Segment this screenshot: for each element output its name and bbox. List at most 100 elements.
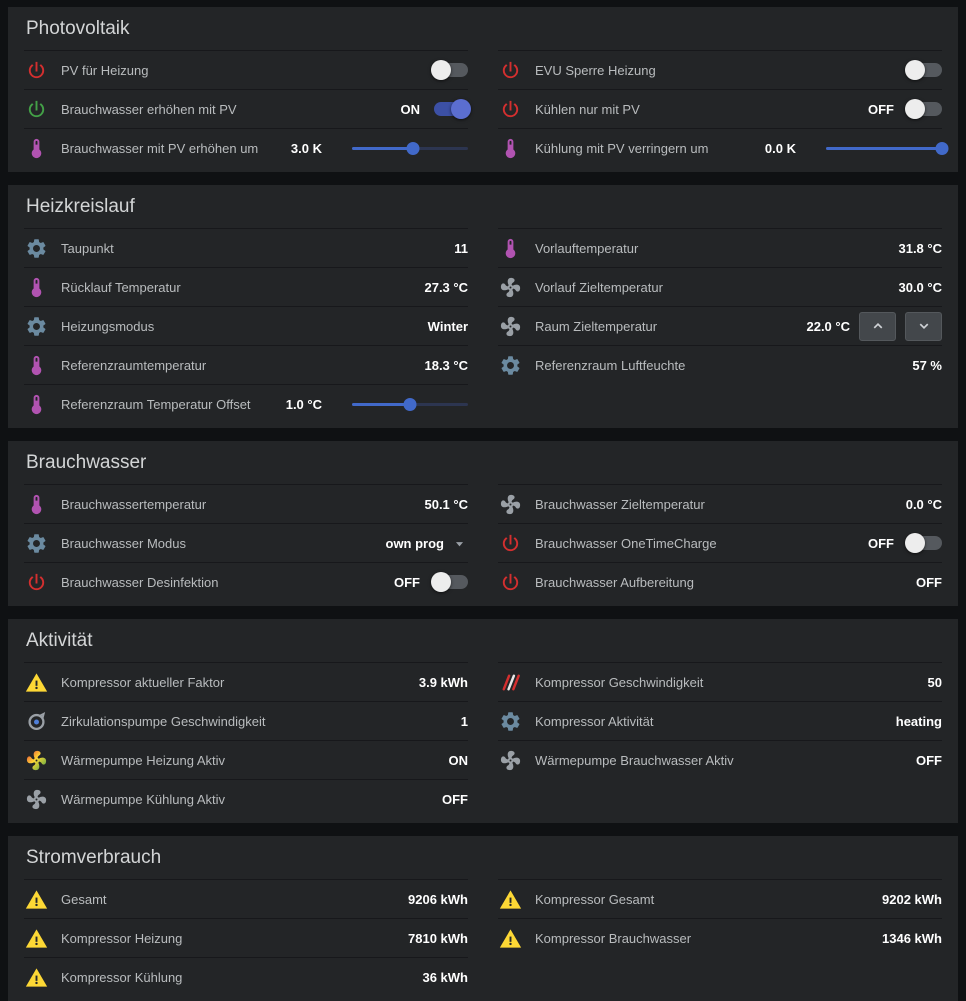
column: Kompressor Geschwindigkeit 50 Kompressor A… [498, 662, 942, 779]
row-value: 31.8 °C [898, 240, 942, 256]
toggle-switch[interactable] [431, 60, 468, 80]
row: Kompressor Geschwindigkeit 50 [498, 662, 942, 701]
row-label: Wärmepumpe Kühlung Aktiv [61, 791, 226, 807]
row: Kompressor Heizung 7810 kWh [24, 918, 468, 957]
row-value: own prog [385, 535, 445, 551]
slider-fill [352, 147, 414, 150]
power-icon [498, 570, 522, 594]
row: Vorlauf Zieltemperatur 30.0 °C [498, 267, 942, 306]
toggle-switch[interactable] [905, 99, 942, 119]
row-value: heating [895, 713, 942, 729]
row-label: Zirkulationspumpe Geschwindigkeit [61, 713, 266, 729]
section-grid: Kompressor aktueller Faktor 3.9 kWh Zirkul… [24, 662, 942, 820]
row: Kompressor aktueller Faktor 3.9 kWh [24, 662, 468, 701]
row: Kompressor Brauchwasser 1346 kWh [498, 918, 942, 957]
row-label: Kompressor Aktivität [535, 713, 654, 729]
slider-thumb[interactable] [935, 142, 949, 155]
row-label: Kühlung mit PV verringern um [535, 140, 709, 156]
warning-icon [24, 926, 48, 950]
slider[interactable] [826, 140, 949, 156]
row-label: Gesamt [61, 891, 107, 907]
row: Kühlung mit PV verringern um 0.0 K [498, 128, 949, 167]
slider-thumb[interactable] [406, 142, 420, 155]
power-icon [498, 58, 522, 82]
slider-fill [352, 403, 410, 406]
row: Brauchwasser Aufbereitung OFF [498, 562, 942, 601]
thermometer-icon [24, 492, 48, 516]
row-value: 1346 kWh [882, 930, 942, 946]
row-value: 9206 kWh [408, 891, 468, 907]
section-title: Brauchwasser [26, 452, 147, 473]
row-label: Heizungsmodus [61, 318, 155, 334]
row: Kompressor Gesamt 9202 kWh [498, 879, 942, 918]
row-label: Kompressor Brauchwasser [535, 930, 692, 946]
slider[interactable] [352, 140, 468, 156]
row: Raum Zieltemperatur 22.0 °C [498, 306, 942, 345]
section-title: Stromverbrauch [26, 847, 162, 868]
slider[interactable] [352, 396, 468, 412]
warning-icon [498, 887, 522, 911]
row: Brauchwasser Modus own prog [24, 523, 468, 562]
column: Vorlauftemperatur 31.8 °C Vorlauf Zieltemp… [498, 228, 942, 384]
toggle-switch[interactable] [905, 533, 942, 553]
row-label: Taupunkt [61, 240, 114, 256]
toggle-switch[interactable] [434, 99, 471, 119]
row: PV für Heizung [24, 50, 468, 89]
row-value: ON [448, 752, 469, 768]
row-value: 36 kWh [422, 969, 468, 985]
row-label: Kompressor aktueller Faktor [61, 674, 225, 690]
toggle-switch[interactable] [431, 572, 468, 592]
dropdown-button[interactable] [451, 535, 468, 552]
row-value: 0.0 °C [905, 496, 942, 512]
toggle-switch[interactable] [905, 60, 942, 80]
fan-icon [498, 314, 522, 338]
row: Brauchwasser OneTimeCharge OFF [498, 523, 942, 562]
row-value: OFF [394, 574, 420, 590]
increase-button[interactable] [859, 311, 896, 341]
section-title: Photovoltaik [26, 18, 130, 39]
warning-icon [24, 887, 48, 911]
row-label: Wärmepumpe Brauchwasser Aktiv [535, 752, 734, 768]
row-label: Referenzraum Luftfeuchte [535, 357, 686, 373]
column: Kompressor Gesamt 9202 kWh Kompressor Brau… [498, 879, 942, 957]
heat-pump-dashboard: { "colors": { "page_bg": "#0f1113", "car… [8, 7, 958, 1001]
gear-icon [498, 353, 522, 377]
toggle-knob [905, 533, 925, 553]
row-label: Vorlauf Zieltemperatur [535, 279, 663, 295]
row-value: 22.0 °C [806, 318, 850, 334]
row-label: Brauchwasser erhöhen mit PV [61, 101, 237, 117]
row-value: 1.0 °C [285, 396, 322, 412]
row-value: 9202 kWh [882, 891, 942, 907]
gear-icon [24, 236, 48, 260]
column: Gesamt 9206 kWh Kompressor Heizung 7810 kWh… [24, 879, 468, 996]
section-grid: PV für Heizung Brauchwasser erhöhen mit P… [24, 50, 949, 169]
row: Kompressor Aktivität heating [498, 701, 942, 740]
column: PV für Heizung Brauchwasser erhöhen mit P… [24, 50, 471, 167]
row-value: ON [400, 101, 421, 117]
pump-icon [24, 709, 48, 733]
row-value: 0.0 K [764, 140, 796, 156]
gear-icon [24, 531, 48, 555]
gear-icon [498, 709, 522, 733]
decrease-button[interactable] [905, 311, 942, 341]
row-value: 30.0 °C [898, 279, 942, 295]
row-label: Kompressor Kühlung [61, 969, 183, 985]
row-value: 50 [927, 674, 942, 690]
toggle-knob [905, 60, 925, 80]
fan-color-icon [24, 748, 48, 772]
row: Referenzraum Luftfeuchte 57 % [498, 345, 942, 384]
fan-icon [498, 275, 522, 299]
row-value: 11 [454, 240, 468, 256]
row: Referenzraumtemperatur 18.3 °C [24, 345, 468, 384]
slider-thumb[interactable] [403, 398, 417, 411]
row-value: OFF [916, 752, 942, 768]
row-value: OFF [868, 101, 894, 117]
section-aktivität: Aktivität Kompressor aktueller Faktor 3.9 … [8, 619, 958, 823]
thermometer-icon [498, 136, 522, 160]
thermometer-icon [24, 392, 48, 416]
row-label: Brauchwasser Desinfektion [61, 574, 219, 590]
chevron-down-icon [915, 317, 933, 335]
chevron-up-icon [869, 317, 887, 335]
row-value: 27.3 °C [424, 279, 468, 295]
warning-icon [24, 670, 48, 694]
